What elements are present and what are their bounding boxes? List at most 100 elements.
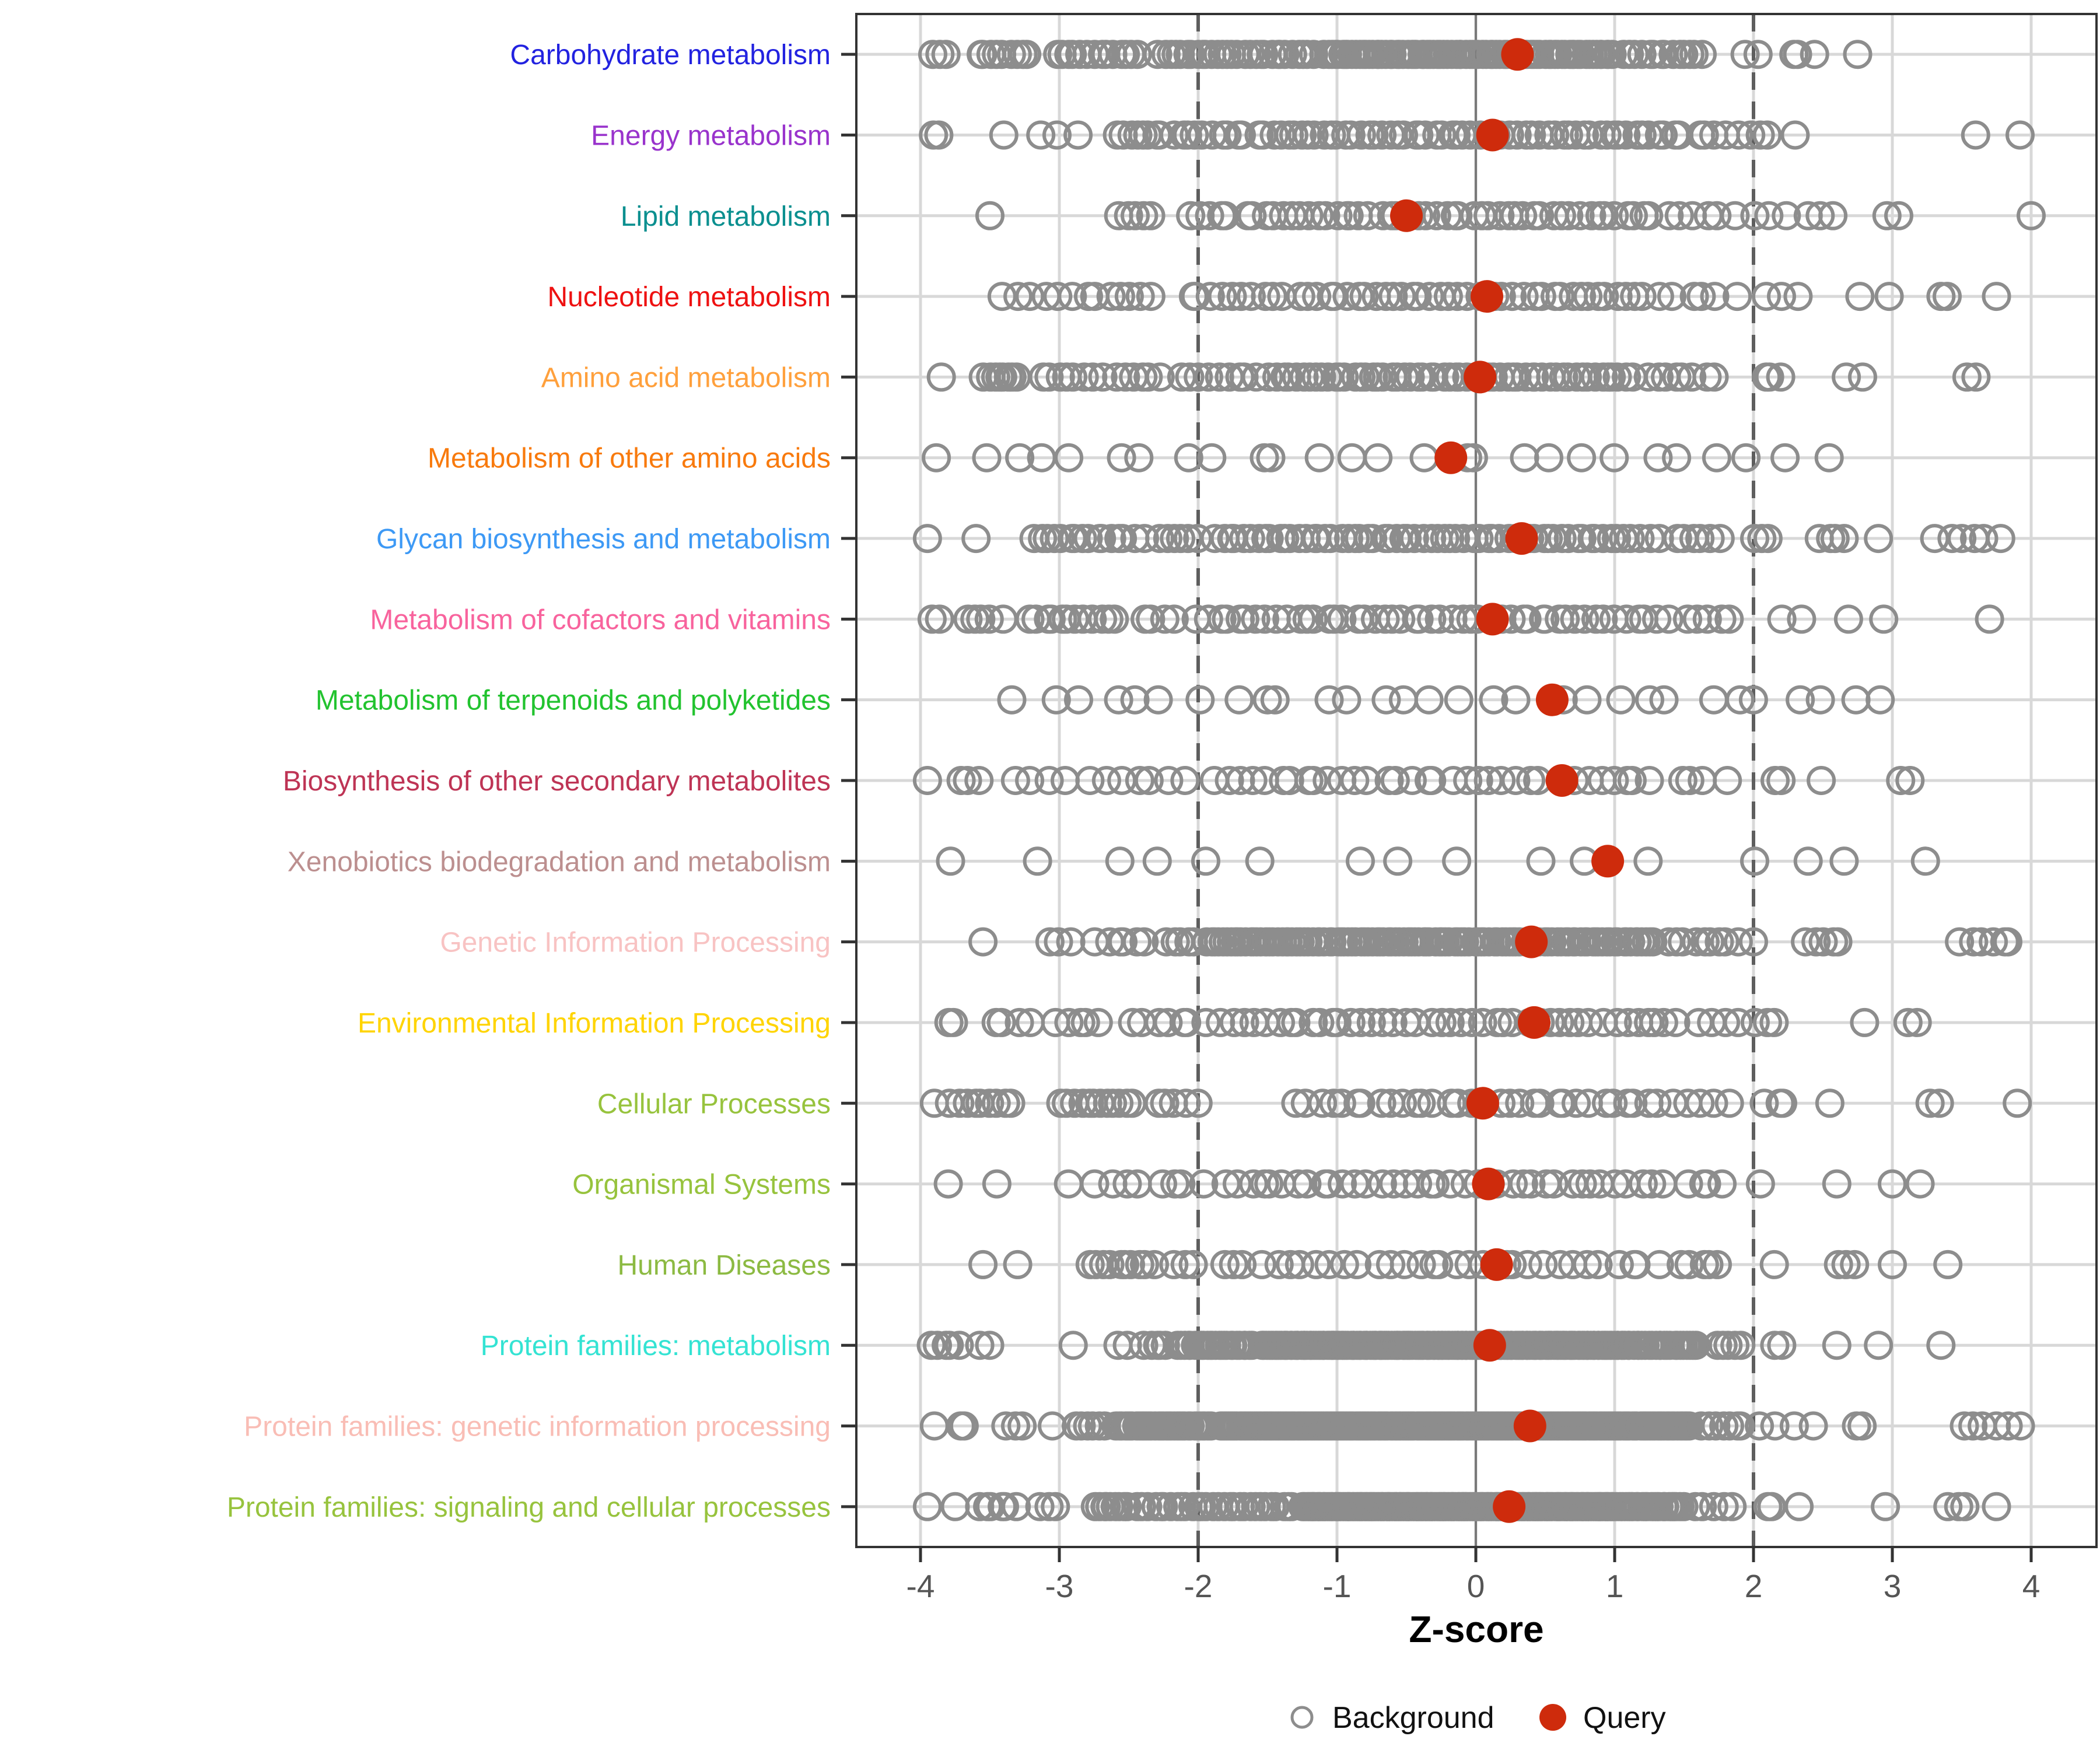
background-point	[1505, 1088, 1535, 1118]
background-point	[1832, 362, 1861, 392]
background-point	[1363, 443, 1393, 473]
background-point	[1592, 120, 1622, 150]
background-point	[1961, 362, 1991, 392]
background-point	[1351, 1169, 1380, 1199]
background-point	[1194, 604, 1223, 634]
background-point	[1772, 201, 1801, 230]
background-point	[1134, 766, 1164, 795]
background-point	[1332, 282, 1362, 312]
background-point	[1847, 1411, 1877, 1441]
background-point	[1108, 927, 1138, 957]
y-axis-category-label: Protein families: signaling and cellular…	[227, 1492, 831, 1523]
background-point	[1249, 40, 1279, 69]
background-point	[1686, 282, 1716, 312]
category-row	[919, 118, 2035, 152]
background-point	[944, 1331, 974, 1360]
y-axis-category-label: Protein families: genetic information pr…	[244, 1412, 831, 1443]
background-point	[1100, 604, 1129, 634]
background-point	[1874, 282, 1904, 312]
background-point	[1947, 524, 1977, 554]
background-point	[1171, 1088, 1201, 1118]
background-point	[1644, 282, 1674, 312]
background-point	[1367, 1088, 1396, 1118]
background-point	[1114, 282, 1144, 312]
background-point	[1520, 362, 1549, 392]
background-point	[1327, 604, 1357, 634]
background-point	[961, 524, 991, 554]
background-point	[975, 1331, 1005, 1360]
background-point	[935, 1331, 964, 1360]
background-point	[1724, 120, 1754, 150]
x-tick-label: 0	[1467, 1568, 1485, 1604]
background-point	[1685, 524, 1715, 554]
background-point	[2017, 201, 2046, 230]
legend-background-label: Background	[1332, 1701, 1494, 1735]
background-point	[1329, 1250, 1359, 1279]
background-point	[1726, 1411, 1755, 1441]
background-point	[1236, 524, 1265, 554]
background-point	[1145, 362, 1175, 392]
background-point	[964, 766, 994, 795]
background-point	[1635, 685, 1664, 715]
background-point	[968, 927, 998, 957]
background-point	[1664, 201, 1694, 230]
background-point	[1212, 604, 1241, 634]
background-point	[1823, 927, 1853, 957]
background-point	[1711, 1007, 1741, 1037]
background-point	[1740, 201, 1770, 230]
background-point	[1766, 766, 1796, 795]
background-point	[1753, 524, 1783, 554]
background-point	[1508, 201, 1538, 230]
background-point	[1227, 120, 1256, 150]
query-point	[1472, 1167, 1505, 1200]
background-point	[1159, 1250, 1189, 1279]
background-point	[1227, 1250, 1257, 1279]
y-axis-category-label: Biosynthesis of other secondary metaboli…	[283, 766, 831, 797]
background-point	[1314, 685, 1344, 715]
background-point	[1807, 766, 1836, 795]
background-point	[1864, 524, 1894, 554]
query-point	[1476, 603, 1509, 636]
background-point	[1125, 282, 1155, 312]
background-point	[1530, 604, 1560, 634]
background-point	[1933, 282, 1962, 312]
background-point	[1298, 604, 1328, 634]
background-point	[1328, 1169, 1357, 1199]
background-point	[989, 120, 1019, 150]
background-point	[1302, 282, 1332, 312]
background-point	[1567, 524, 1597, 554]
background-point	[953, 1088, 982, 1118]
background-point	[1350, 362, 1380, 392]
background-point	[1172, 1007, 1202, 1037]
background-point	[1034, 766, 1064, 795]
background-point	[1633, 362, 1663, 392]
background-point	[1692, 1169, 1721, 1199]
background-point	[1433, 282, 1463, 312]
background-point	[1150, 1088, 1180, 1118]
background-point	[1707, 1169, 1737, 1199]
background-point	[1979, 927, 2008, 957]
background-point	[1444, 685, 1474, 715]
background-point	[926, 362, 956, 392]
background-point	[1122, 927, 1152, 957]
background-point	[1170, 766, 1200, 795]
background-point	[1133, 362, 1163, 392]
background-point	[1615, 524, 1645, 554]
background-point	[1731, 443, 1761, 473]
background-point	[1612, 604, 1642, 634]
x-axis-title: Z-score	[1409, 1608, 1544, 1650]
background-point	[1404, 604, 1434, 634]
background-point	[1801, 927, 1831, 957]
background-point	[1634, 201, 1664, 230]
background-point	[1143, 685, 1173, 715]
background-point	[1140, 1250, 1169, 1279]
background-point	[1617, 766, 1647, 795]
background-point	[1767, 282, 1796, 312]
background-point	[1633, 846, 1663, 876]
background-point	[1261, 1492, 1290, 1521]
y-axis-category-label: Protein families: metabolism	[481, 1331, 831, 1362]
background-point	[1581, 604, 1611, 634]
background-point	[1749, 1088, 1779, 1118]
background-point	[1260, 685, 1290, 715]
background-point	[1673, 604, 1702, 634]
